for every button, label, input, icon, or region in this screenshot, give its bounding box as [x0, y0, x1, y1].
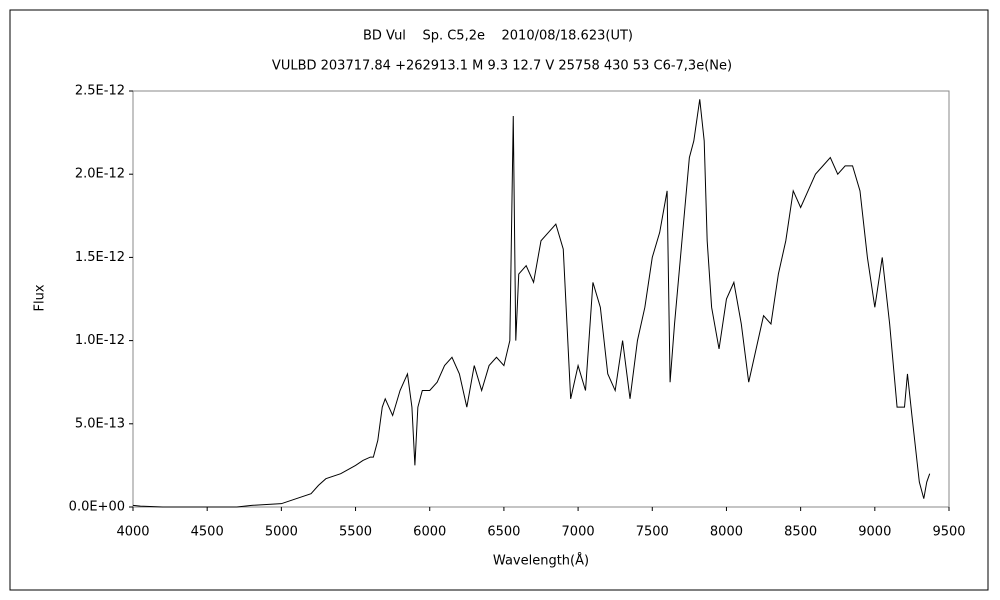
y-tick-label: 0.0E+00 — [69, 500, 125, 515]
x-tick-label: 7000 — [562, 525, 595, 540]
y-tick-label: 2.5E-12 — [75, 84, 125, 99]
x-axis-label: Wavelength(Å) — [493, 553, 589, 569]
frame — [9, 9, 989, 591]
y-tick-label: 2.0E-12 — [75, 167, 125, 182]
chart-subtitle: VULBD 203717.84 +262913.1 M 9.3 12.7 V 2… — [272, 59, 732, 74]
x-tick-label: 6000 — [413, 525, 446, 540]
x-tick-label: 9500 — [932, 525, 965, 540]
y-tick-label: 1.5E-12 — [75, 250, 125, 265]
x-tick-label: 7500 — [636, 525, 669, 540]
spectrum-line — [132, 99, 931, 508]
chart-title: BD Vul Sp. C5,2e 2010/08/18.623(UT) — [363, 29, 633, 44]
y-tick-label: 1.0E-12 — [75, 333, 125, 348]
x-tick-label: 4500 — [191, 525, 224, 540]
y-tick-label: 5.0E-13 — [75, 416, 125, 431]
x-tick-label: 5000 — [265, 525, 298, 540]
x-tick-label: 6500 — [487, 525, 520, 540]
x-tick-label: 9000 — [858, 525, 891, 540]
plot-area — [132, 90, 950, 508]
x-tick-label: 4000 — [116, 525, 149, 540]
y-axis-label: Flux — [33, 284, 48, 311]
x-tick-label: 5500 — [339, 525, 372, 540]
x-tick-label: 8500 — [784, 525, 817, 540]
x-tick-label: 8000 — [710, 525, 743, 540]
